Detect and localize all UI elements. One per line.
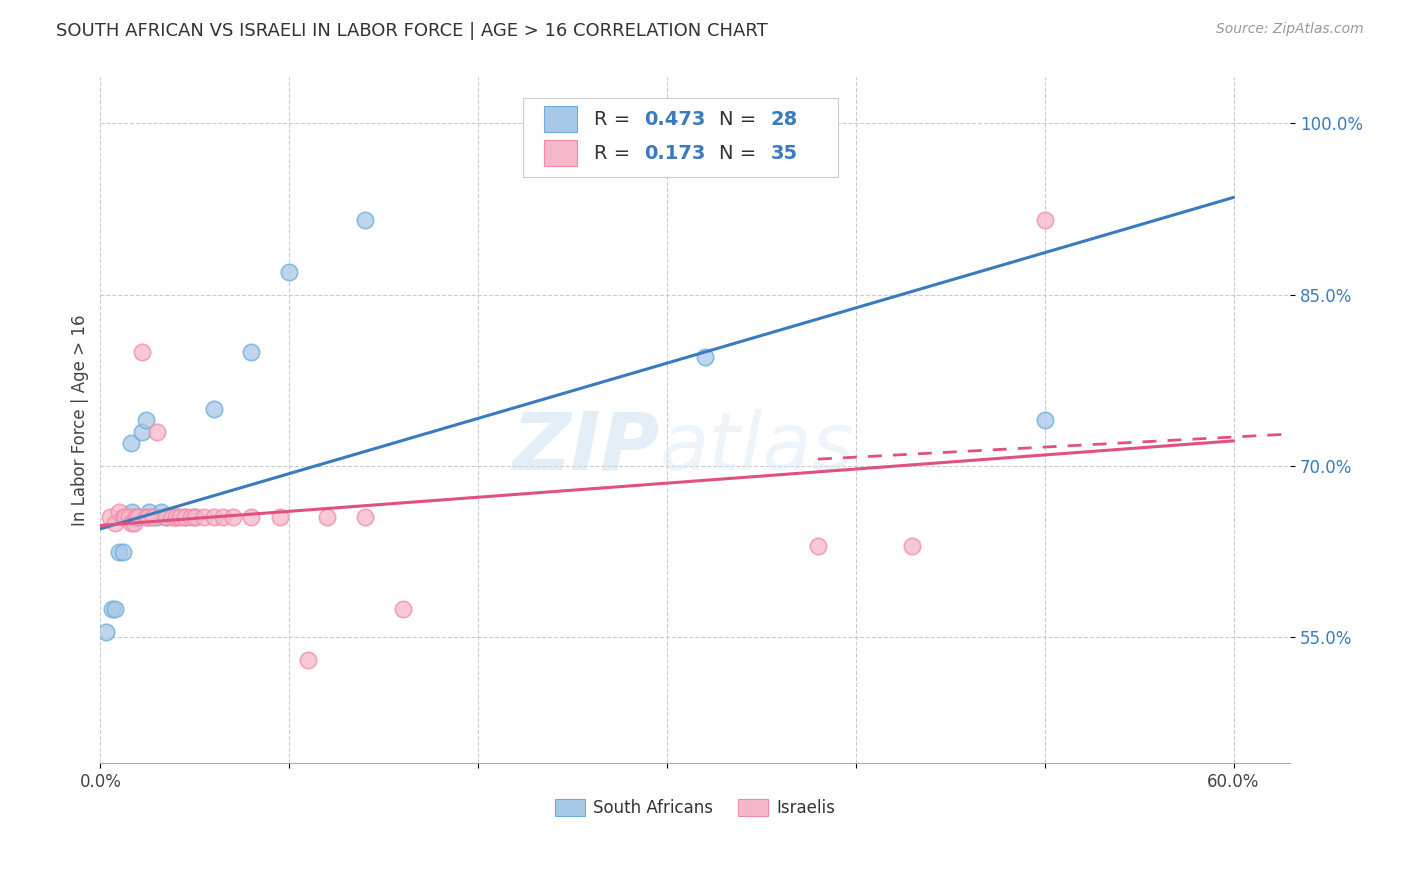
Point <box>160 510 183 524</box>
Text: ZIP: ZIP <box>512 409 659 487</box>
Point <box>120 436 142 450</box>
Point <box>316 510 339 524</box>
FancyBboxPatch shape <box>544 140 578 166</box>
FancyBboxPatch shape <box>544 106 578 132</box>
Y-axis label: In Labor Force | Age > 16: In Labor Force | Age > 16 <box>72 315 89 526</box>
Point <box>131 425 153 439</box>
Text: 0.173: 0.173 <box>644 144 706 163</box>
Point <box>111 545 134 559</box>
Text: 28: 28 <box>770 110 797 128</box>
Point <box>124 510 146 524</box>
Point <box>240 510 263 524</box>
Point <box>193 510 215 524</box>
Point <box>131 344 153 359</box>
Point <box>149 505 172 519</box>
Point <box>240 344 263 359</box>
Point <box>104 516 127 530</box>
Point <box>118 510 141 524</box>
Point <box>353 213 375 227</box>
Point <box>120 516 142 530</box>
Point <box>184 510 207 524</box>
Text: SOUTH AFRICAN VS ISRAELI IN LABOR FORCE | AGE > 16 CORRELATION CHART: SOUTH AFRICAN VS ISRAELI IN LABOR FORCE … <box>56 22 768 40</box>
Point <box>115 510 138 524</box>
Point <box>180 510 202 524</box>
Point <box>114 510 136 524</box>
Point <box>221 510 243 524</box>
Point <box>118 510 141 524</box>
Point <box>138 505 160 519</box>
Point <box>212 510 235 524</box>
Text: N =: N = <box>718 144 762 163</box>
Point <box>98 510 121 524</box>
Text: R =: R = <box>595 110 637 128</box>
Point <box>142 510 165 524</box>
Point <box>136 510 159 524</box>
Point <box>174 510 197 524</box>
Point <box>136 510 159 524</box>
Text: atlas: atlas <box>659 409 855 487</box>
Point <box>269 510 291 524</box>
Point <box>108 545 131 559</box>
Point <box>202 510 225 524</box>
Point <box>278 265 301 279</box>
Point <box>125 510 148 524</box>
Point <box>165 510 187 524</box>
Point <box>184 510 207 524</box>
Point <box>146 425 169 439</box>
Point <box>146 510 169 524</box>
Text: R =: R = <box>595 144 637 163</box>
Point <box>135 413 157 427</box>
Point <box>169 510 191 524</box>
Point <box>202 401 225 416</box>
Text: N =: N = <box>718 110 762 128</box>
Point <box>124 516 146 530</box>
Point <box>174 510 197 524</box>
Point <box>111 510 134 524</box>
Point <box>155 510 177 524</box>
Point <box>94 624 117 639</box>
Point <box>391 602 413 616</box>
Text: 0.473: 0.473 <box>644 110 706 128</box>
Point <box>1033 213 1056 227</box>
Point <box>121 505 143 519</box>
Point <box>127 510 149 524</box>
Point <box>100 602 122 616</box>
Point <box>353 510 375 524</box>
Point <box>104 602 127 616</box>
Text: Source: ZipAtlas.com: Source: ZipAtlas.com <box>1216 22 1364 37</box>
Point <box>142 510 165 524</box>
Point <box>693 351 716 365</box>
Point <box>108 505 131 519</box>
Point <box>901 539 924 553</box>
Point <box>135 510 157 524</box>
Point <box>807 539 830 553</box>
Point <box>165 510 187 524</box>
Legend: South Africans, Israelis: South Africans, Israelis <box>548 792 842 823</box>
FancyBboxPatch shape <box>523 98 838 177</box>
Point <box>297 653 319 667</box>
Point <box>155 510 177 524</box>
Text: 35: 35 <box>770 144 797 163</box>
Point <box>1033 413 1056 427</box>
Point <box>127 510 149 524</box>
